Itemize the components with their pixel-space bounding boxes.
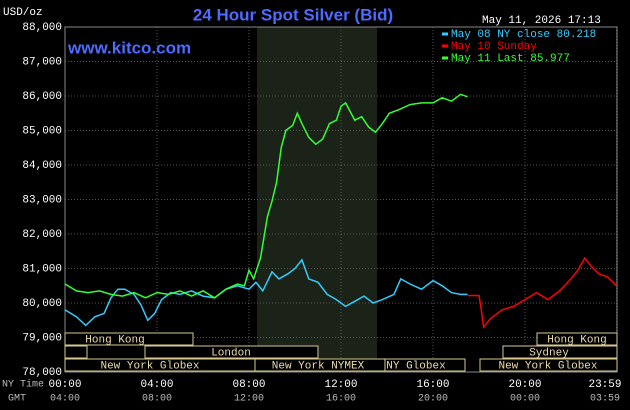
- legend-swatch: [442, 44, 448, 48]
- session-box: [502, 345, 618, 359]
- session-box: [64, 332, 194, 346]
- sessions: Hong Kong London New York Globex New Yor…: [64, 332, 618, 372]
- y-tick-label: 83,000: [22, 194, 62, 206]
- session-label: Hong Kong: [547, 334, 606, 346]
- y-tick-label: 81,000: [22, 263, 62, 275]
- x2-tick-label: 08:00: [142, 394, 172, 405]
- x2-axis-label: GMT: [8, 394, 26, 405]
- y-tick-label: 79,000: [22, 332, 62, 344]
- x2-tick-label: 12:00: [234, 394, 264, 405]
- x-tick-label: 16:00: [416, 379, 449, 391]
- x-tick-label: 20:00: [508, 379, 541, 391]
- x2-tick-label: 03:59: [590, 394, 620, 405]
- watermark: www.kitco.com: [67, 38, 191, 57]
- session-label: NY Globex: [386, 360, 446, 372]
- series-line: [467, 256, 618, 329]
- y-tick-label: 84,000: [22, 160, 62, 172]
- plot-frame: [64, 26, 618, 373]
- session-label: New York NYMEX: [272, 360, 365, 372]
- y-tick-label: 87,000: [22, 56, 62, 68]
- session-box: [536, 332, 618, 346]
- y-tick-label: 85,000: [22, 125, 62, 137]
- y-tick-label: 88,000: [22, 22, 62, 34]
- x-axis-label: NY Time: [2, 379, 44, 391]
- x2-tick-label: 20:00: [418, 394, 448, 405]
- y-tick-label: 78,000: [22, 367, 62, 379]
- session-box: [64, 345, 88, 359]
- legend-label: May 08 NY close 80.218: [451, 29, 596, 41]
- session-box: [144, 345, 319, 359]
- session-label: New York Globex: [100, 360, 199, 372]
- y-tick-label: 80,000: [22, 298, 62, 310]
- x-tick-label: 12:00: [324, 379, 357, 391]
- series-line: [64, 258, 468, 327]
- session-label: Sydney: [529, 347, 569, 359]
- session-box: [384, 358, 466, 372]
- session-label: New York Globex: [498, 360, 597, 372]
- session-box: [479, 358, 618, 372]
- x2-tick-label: 16:00: [326, 394, 356, 405]
- legend-swatch: [442, 56, 448, 60]
- legend-label: May 10 Sunday: [451, 41, 537, 53]
- x-tick-label: 23:59: [588, 379, 621, 391]
- y-axis-label: USD/oz: [3, 7, 43, 19]
- x-tick-label: 00:00: [48, 379, 81, 391]
- legend-label: May 11 Last 85.977: [451, 53, 570, 65]
- series-line: [64, 93, 468, 299]
- x2-tick-label: 04:00: [50, 394, 80, 405]
- session-label: London: [211, 347, 251, 359]
- x-tick-label: 08:00: [232, 379, 265, 391]
- chart-title: 24 Hour Spot Silver (Bid): [193, 5, 393, 24]
- session-label: Hong Kong: [85, 334, 144, 346]
- timestamp: May 11, 2026 17:13: [482, 15, 601, 27]
- x-tick-label: 04:00: [140, 379, 173, 391]
- x2-tick-label: 00:00: [510, 394, 540, 405]
- y-tick-label: 86,000: [22, 91, 62, 103]
- legend-swatch: [442, 32, 448, 36]
- y-tick-label: 82,000: [22, 229, 62, 241]
